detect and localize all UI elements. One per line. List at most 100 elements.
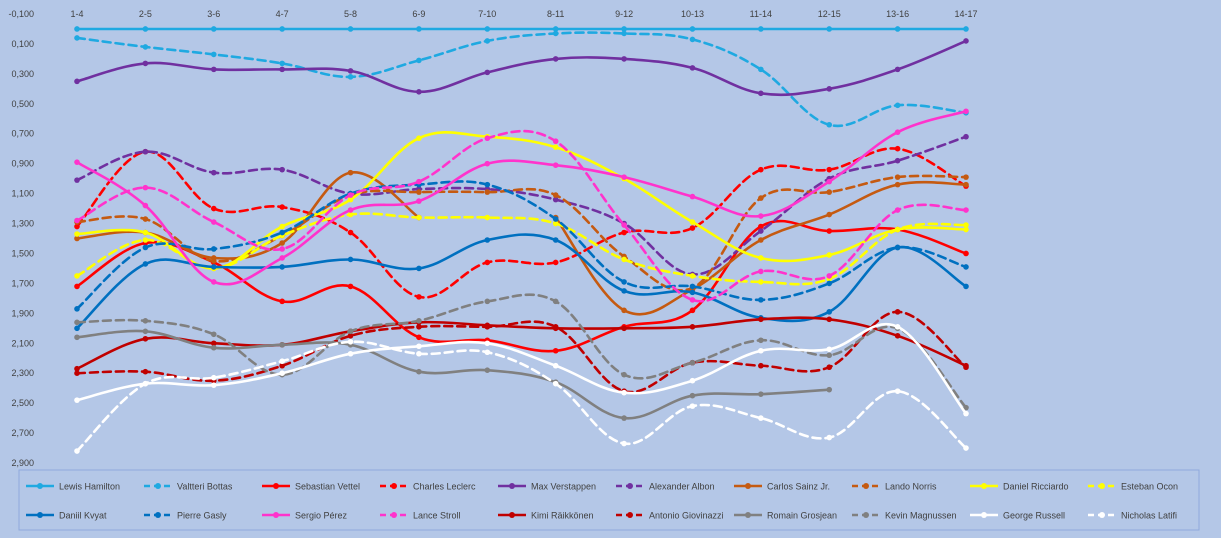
data-point-romain-grosjean bbox=[279, 341, 285, 348]
data-point-max-verstappen bbox=[142, 60, 149, 67]
legend-marker-carlos-sainz-jr bbox=[745, 483, 751, 489]
data-point-kevin-magnussen bbox=[416, 318, 422, 324]
data-point-george-russell bbox=[210, 382, 217, 388]
data-point-nicholas-latifi bbox=[963, 445, 969, 451]
y-tick-label: 2,700 bbox=[11, 428, 34, 438]
series-lance-stroll bbox=[74, 129, 969, 303]
series-line-romain-grosjean bbox=[75, 329, 831, 420]
legend-marker-daniil-kvyat bbox=[37, 512, 43, 518]
data-point-antonio-giovinazzi bbox=[416, 324, 422, 330]
data-point-sebastian-vettel bbox=[552, 347, 559, 354]
data-point-carlos-sainz-jr bbox=[279, 240, 285, 246]
legend-marker-kimi-raikkonen bbox=[509, 512, 515, 518]
data-point-lewis-hamilton bbox=[74, 26, 80, 32]
data-point-nicholas-latifi bbox=[74, 448, 80, 454]
data-point-sebastian-vettel bbox=[689, 307, 696, 314]
legend-label-lewis-hamilton: Lewis Hamilton bbox=[59, 482, 120, 492]
data-point-carlos-sainz-jr bbox=[621, 307, 627, 314]
data-point-nicholas-latifi bbox=[347, 338, 354, 345]
x-tick-label: 1-4 bbox=[70, 9, 83, 19]
data-point-lance-stroll bbox=[621, 222, 627, 228]
y-tick-label: 1,300 bbox=[11, 219, 34, 229]
data-point-lando-norris bbox=[826, 189, 833, 195]
data-point-max-verstappen bbox=[963, 38, 969, 44]
data-point-sebastian-vettel bbox=[74, 283, 80, 290]
data-point-max-verstappen bbox=[758, 90, 764, 97]
data-point-lewis-hamilton bbox=[689, 26, 696, 32]
data-point-lance-stroll bbox=[689, 297, 696, 303]
data-point-daniil-kvyat bbox=[74, 325, 80, 332]
data-point-nicholas-latifi bbox=[826, 434, 833, 441]
data-point-daniel-ricciardo bbox=[552, 144, 559, 151]
data-point-esteban-ocon bbox=[894, 226, 901, 233]
data-point-charles-leclerc bbox=[552, 259, 559, 266]
data-point-george-russell bbox=[552, 362, 559, 369]
legend-label-daniil-kvyat: Daniil Kvyat bbox=[59, 511, 107, 521]
legend-marker-daniel-ricciardo bbox=[981, 483, 987, 489]
legend-marker-nicholas-latifi bbox=[1099, 512, 1105, 518]
data-point-alexander-albon bbox=[279, 166, 285, 173]
legend-label-alexander-albon: Alexander Albon bbox=[649, 482, 715, 492]
data-point-kevin-magnussen bbox=[142, 318, 149, 324]
data-point-kevin-magnussen bbox=[621, 371, 627, 378]
y-tick-label: 0,100 bbox=[11, 39, 34, 49]
data-point-alexander-albon bbox=[210, 169, 217, 176]
legend-label-kimi-raikkonen: Kimi Räikkönen bbox=[531, 511, 594, 521]
x-tick-label: 8-11 bbox=[547, 9, 564, 19]
data-point-sergio-perez bbox=[484, 160, 491, 167]
legend-label-daniel-ricciardo: Daniel Ricciardo bbox=[1003, 482, 1069, 492]
data-point-valtteri-bottas bbox=[279, 60, 285, 67]
y-tick-label: 1,100 bbox=[11, 189, 34, 199]
data-point-max-verstappen bbox=[689, 65, 696, 71]
data-point-george-russell bbox=[621, 389, 627, 396]
legend-marker-romain-grosjean bbox=[745, 512, 751, 518]
data-point-lewis-hamilton bbox=[484, 26, 491, 32]
data-point-esteban-ocon bbox=[74, 273, 80, 279]
data-point-valtteri-bottas bbox=[552, 30, 559, 37]
data-point-lando-norris bbox=[758, 195, 764, 201]
data-point-carlos-sainz-jr bbox=[894, 181, 901, 188]
data-point-george-russell bbox=[758, 347, 764, 354]
data-point-daniel-ricciardo bbox=[963, 226, 969, 233]
data-point-valtteri-bottas bbox=[416, 57, 422, 64]
data-point-george-russell bbox=[484, 340, 491, 347]
data-point-nicholas-latifi bbox=[484, 349, 491, 356]
data-point-pierre-gasly bbox=[963, 264, 969, 270]
data-point-antonio-giovinazzi bbox=[142, 368, 149, 375]
data-point-valtteri-bottas bbox=[826, 121, 833, 128]
data-point-daniel-ricciardo bbox=[279, 223, 285, 230]
data-point-george-russell bbox=[826, 346, 833, 353]
data-point-max-verstappen bbox=[347, 68, 354, 74]
legend-box bbox=[18, 469, 1200, 531]
legend-label-antonio-giovinazzi: Antonio Giovinazzi bbox=[649, 511, 724, 521]
data-point-max-verstappen bbox=[621, 56, 627, 62]
series-sergio-perez bbox=[74, 108, 969, 286]
x-tick-label: 5-8 bbox=[344, 9, 357, 19]
data-point-carlos-sainz-jr bbox=[963, 181, 969, 188]
data-point-daniil-kvyat bbox=[416, 265, 422, 272]
data-point-lando-norris bbox=[894, 174, 901, 180]
data-point-max-verstappen bbox=[210, 66, 217, 73]
data-point-esteban-ocon bbox=[963, 222, 969, 228]
data-point-romain-grosjean bbox=[416, 368, 422, 375]
data-point-carlos-sainz-jr bbox=[826, 211, 833, 218]
x-tick-label: 3-6 bbox=[207, 9, 220, 19]
legend-label-nicholas-latifi: Nicholas Latifi bbox=[1121, 511, 1177, 521]
data-point-kimi-raikkonen bbox=[894, 332, 901, 339]
y-tick-label: 0,500 bbox=[11, 99, 34, 109]
legend-marker-esteban-ocon bbox=[1099, 483, 1105, 489]
data-point-antonio-giovinazzi bbox=[279, 362, 285, 369]
legend-marker-sebastian-vettel bbox=[273, 483, 279, 489]
data-point-kimi-raikkonen bbox=[74, 365, 80, 372]
data-point-antonio-giovinazzi bbox=[74, 370, 80, 377]
y-tick-label: -0,100 bbox=[8, 9, 34, 19]
data-point-george-russell bbox=[416, 343, 422, 350]
data-point-sebastian-vettel bbox=[758, 223, 764, 230]
data-point-pierre-gasly bbox=[552, 216, 559, 222]
data-point-george-russell bbox=[347, 350, 354, 357]
data-point-valtteri-bottas bbox=[484, 38, 491, 44]
data-point-sergio-perez bbox=[758, 213, 764, 219]
data-point-charles-leclerc bbox=[689, 225, 696, 231]
data-point-lance-stroll bbox=[279, 246, 285, 252]
data-point-daniil-kvyat bbox=[689, 289, 696, 296]
